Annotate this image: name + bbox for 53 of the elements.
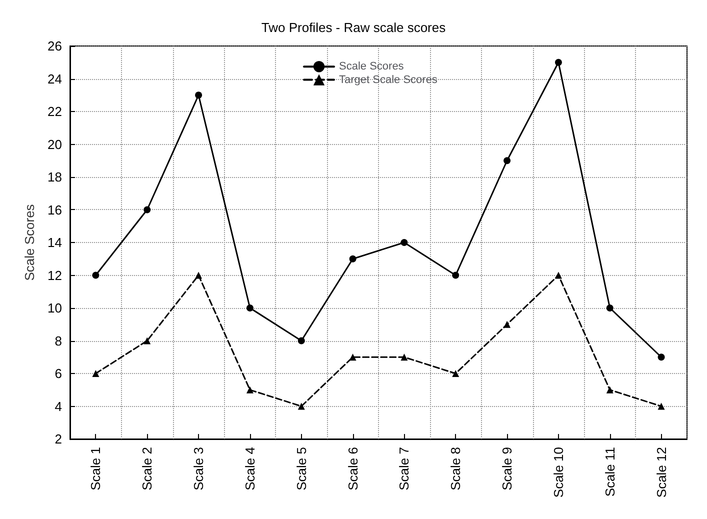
- y-tick-label: 10: [48, 300, 62, 316]
- point: [606, 386, 614, 394]
- point: [298, 337, 305, 344]
- point: [349, 354, 356, 361]
- point: [658, 402, 665, 410]
- point: [246, 304, 254, 312]
- x-tick-label: Scale 7: [396, 447, 412, 490]
- x-tick-label: Scale 3: [191, 447, 206, 490]
- y-tick-label: 6: [54, 366, 62, 381]
- legend-label: Scale Scores: [339, 60, 404, 73]
- x-tick-label: Scale 11: [602, 447, 618, 497]
- y-tick-label: 12: [48, 268, 62, 283]
- x-tick-label: Scale 8: [448, 447, 464, 490]
- point: [452, 370, 460, 377]
- x-tick-label: Scale 1: [88, 447, 104, 490]
- y-tick-label: 2: [54, 432, 62, 446]
- point: [452, 272, 460, 279]
- x-tick-label: Scale 6: [345, 447, 360, 490]
- point: [298, 402, 305, 410]
- x-tick-label: Scale 4: [242, 447, 258, 490]
- point: [144, 206, 151, 214]
- y-tick-label: 4: [54, 398, 62, 414]
- chart-title: Two Profiles - Raw scale scores: [261, 20, 446, 35]
- point: [246, 386, 254, 394]
- point: [349, 255, 356, 262]
- point: [195, 92, 202, 99]
- point: [658, 354, 665, 361]
- point: [606, 304, 614, 312]
- point: [144, 337, 151, 344]
- y-tick-label: 24: [48, 71, 62, 86]
- y-tick-label: 22: [48, 104, 62, 119]
- point: [504, 320, 511, 328]
- x-tick-label: Scale 12: [654, 447, 669, 498]
- point: [554, 272, 562, 279]
- point: [504, 157, 511, 164]
- point: [400, 239, 408, 246]
- y-tick-label: 26: [48, 38, 62, 54]
- y-tick-label: 18: [48, 170, 62, 184]
- point: [400, 354, 408, 361]
- legend-label: Target Scale Scores: [339, 74, 438, 86]
- x-tick-label: Scale 10: [550, 447, 566, 498]
- y-tick-label: 14: [48, 235, 62, 250]
- point: [195, 272, 202, 279]
- x-tick-label: Scale 5: [294, 447, 309, 490]
- x-tick-label: Scale 2: [140, 447, 155, 490]
- point: [554, 58, 562, 66]
- y-tick-label: 8: [54, 333, 62, 348]
- x-tick-label: Scale 9: [500, 447, 515, 490]
- y-axis-title: Scale Scores: [22, 204, 37, 281]
- point: [92, 370, 100, 377]
- y-tick-label: 16: [48, 202, 62, 218]
- y-tick-label: 20: [48, 136, 62, 152]
- point: [92, 272, 100, 279]
